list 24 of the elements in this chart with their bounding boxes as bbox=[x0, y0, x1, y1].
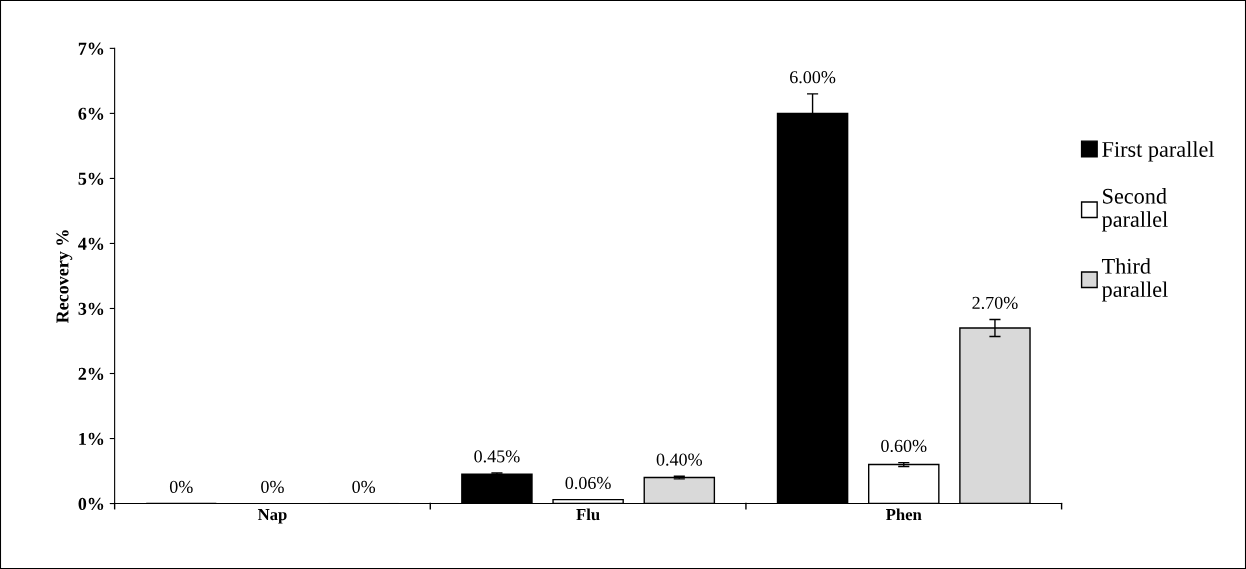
y-tick-label: 3% bbox=[78, 302, 104, 315]
data-label: 0.45% bbox=[474, 450, 520, 463]
y-tick-label: 2% bbox=[78, 367, 104, 381]
y-axis-title: Recovery % bbox=[56, 230, 73, 324]
y-tick-label: 0% bbox=[78, 497, 104, 511]
data-label: 0% bbox=[169, 480, 193, 494]
x-tick-label: Phen bbox=[885, 508, 922, 521]
y-tick-label: 5% bbox=[78, 172, 104, 185]
data-label: 0.06% bbox=[565, 476, 611, 490]
y-tick-label: 1% bbox=[79, 432, 104, 446]
data-label: 2.70% bbox=[972, 296, 1018, 309]
y-tick-label: 4% bbox=[78, 237, 104, 250]
x-tick-label: Flu bbox=[576, 508, 600, 521]
data-label: 0% bbox=[261, 480, 284, 494]
legend-label: First parallel bbox=[1102, 141, 1215, 162]
data-label: 0% bbox=[352, 480, 376, 494]
data-label: 0.60% bbox=[881, 439, 927, 453]
x-tick-label: Nap bbox=[257, 509, 287, 524]
y-tick-label: 6% bbox=[78, 107, 104, 120]
legend-label: Second parallel bbox=[1101, 188, 1168, 232]
data-label: 0.40% bbox=[656, 453, 702, 466]
legend-label: Third parallel bbox=[1101, 258, 1168, 302]
data-label: 6.00% bbox=[790, 71, 836, 84]
y-tick-label: 7% bbox=[78, 42, 104, 55]
